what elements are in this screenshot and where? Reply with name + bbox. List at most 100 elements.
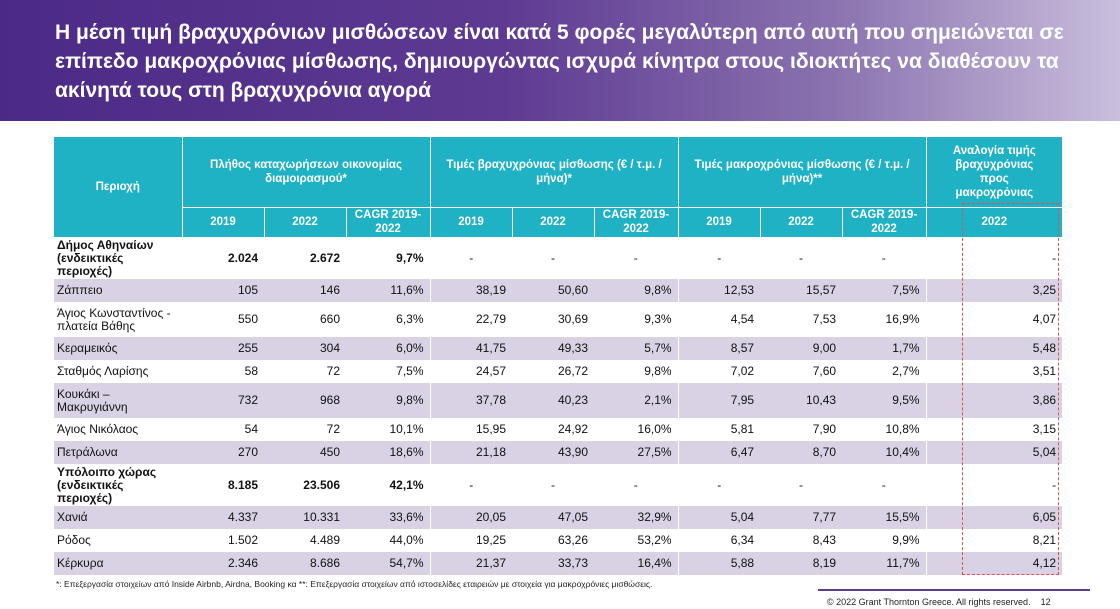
value-cell-lc: 42,1%: [346, 464, 431, 506]
subheader-2022: 2022: [512, 206, 595, 237]
value-cell-m22: -: [760, 237, 843, 279]
value-cell-l22: 10.331: [264, 506, 346, 529]
value-cell-s19: 19,25: [475, 533, 507, 547]
value-cell-sc: 16,4%: [594, 552, 679, 575]
subheader-cagr: CAGR 2019-2022: [842, 206, 927, 237]
region-name-cell: Σταθμός Λαρίσης: [57, 364, 149, 378]
copyright-line: © 2022 Grant Thornton Greece. All rights…: [827, 597, 1051, 607]
value-cell-mc: 11,7%: [842, 552, 927, 575]
value-cell-l19: 58: [244, 364, 258, 378]
value-cell-m22: 7,77: [760, 506, 843, 529]
value-cell-r: 4,07: [1032, 312, 1057, 326]
value-cell-m22: 9,00: [760, 337, 843, 360]
subheader-cagr: CAGR 2019-2022: [346, 206, 431, 237]
table-group-row: Υπόλοιπο χώρας (ενδεικτικές περιοχές) 8.1…: [54, 464, 1063, 506]
value-cell-s19: 38,19: [430, 279, 513, 302]
value-cell-m19: 5,88: [678, 552, 761, 575]
value-cell-s22: 30,69: [557, 312, 589, 326]
page-title: Η μέση τιμή βραχυχρόνιων μισθώσεων είναι…: [55, 21, 1064, 102]
value-cell-l22: 8.686: [264, 552, 346, 575]
region-name-cell: Άγιος Νικόλαος: [57, 422, 139, 436]
value-cell-m19: 7,95: [678, 383, 761, 418]
value-cell-lc: 10,1%: [346, 418, 431, 441]
value-cell-mc: 7,5%: [842, 279, 927, 302]
table-row: Σταθμός Λαρίσης 58 72 7,5% 24,57 26,72 9,8% 7,0…: [54, 360, 1062, 383]
value-cell-s22: 49,33: [512, 337, 595, 360]
value-cell-s22: 40,23: [512, 383, 595, 418]
value-cell-m19: -: [678, 464, 761, 506]
col-header-ratio-text: Αναλογία τιμής βραχυχρόνιας προς μακροχρ…: [952, 144, 1036, 199]
table-row: Κέρκυρα 2.346 8.686 54,7% 21,37 33,73 16,4% 5,8…: [54, 552, 1063, 575]
value-cell-lc: 54,7%: [346, 552, 431, 575]
value-cell-sc: -: [594, 237, 679, 279]
value-cell-s22: -: [512, 464, 595, 506]
value-cell-m19: 12,53: [678, 279, 761, 302]
value-cell-s19: 24,57: [475, 364, 507, 378]
value-cell-sc: 16,0%: [594, 418, 679, 441]
table-row: Ρόδος 1.502 4.489 44,0% 19,25 63,26 53,2% 6,34 8…: [54, 529, 1062, 552]
value-cell-lc: 7,5%: [346, 360, 431, 383]
value-cell-l19: 270: [182, 441, 264, 464]
value-cell-mc: 1,7%: [842, 337, 927, 360]
value-cell-l19: 54: [244, 422, 258, 436]
value-cell-s19: -: [430, 237, 513, 279]
value-cell-r: 3,51: [1032, 364, 1057, 378]
subheader-2022: 2022: [264, 206, 347, 237]
table-row: Άγιος Νικόλαος 54 72 10,1% 15,95 24,92 16,0% 5,…: [54, 418, 1062, 441]
table-row: Κεραμεικός 255 304 6,0% 41,75 49,33 5,7% 8,57 9,…: [54, 337, 1063, 360]
table-group-row: Δήμος Αθηναίων (ενδεικτικές περιοχές) 2.0…: [54, 237, 1063, 279]
value-cell-sc: 5,7%: [594, 337, 679, 360]
value-cell-s19: 20,05: [430, 506, 513, 529]
region-name-cell: Κέρκυρα: [54, 552, 182, 575]
value-cell-r: 5,04: [926, 441, 1063, 464]
value-cell-lc: 9,7%: [346, 237, 431, 279]
value-cell-lc: 18,6%: [346, 441, 431, 464]
value-cell-mc: 16,9%: [842, 302, 927, 337]
col-header-long-term: Τιμές μακροχρόνιας μίσθωσης (€ / τ.μ. / …: [678, 137, 927, 207]
value-cell-s22: 24,92: [557, 422, 589, 436]
value-cell-s22: 47,05: [512, 506, 595, 529]
value-cell-sc: 9,3%: [594, 302, 679, 337]
value-cell-s22: 50,60: [512, 279, 595, 302]
subheader-cagr: CAGR 2019-2022: [594, 206, 679, 237]
value-cell-mc: 2,7%: [842, 360, 927, 383]
value-cell-lc: 44,0%: [346, 529, 431, 552]
value-cell-sc: 2,1%: [594, 383, 679, 418]
value-cell-r: 3,86: [926, 383, 1063, 418]
col-header-short-term: Τιμές βραχυχρόνιας μίσθωσης (€ / τ.μ. / …: [430, 137, 679, 207]
value-cell-r: 6,05: [926, 506, 1063, 529]
subheader-2019: 2019: [678, 206, 761, 237]
subheader-2019: 2019: [182, 206, 265, 237]
table-header-row: Περιοχή Πλήθος καταχωρήσεων οικονομίας δ…: [54, 137, 1063, 237]
value-cell-sc: 32,9%: [594, 506, 679, 529]
region-name-cell: Χανιά: [54, 506, 182, 529]
value-cell-lc: 33,6%: [346, 506, 431, 529]
value-cell-s19: 37,78: [430, 383, 513, 418]
value-cell-s19: -: [430, 464, 513, 506]
value-cell-mc: 10,8%: [842, 418, 927, 441]
col-header-listings: Πλήθος καταχωρήσεων οικονομίας διαμοιρασ…: [182, 137, 431, 207]
value-cell-r: 8,21: [1032, 533, 1057, 547]
value-cell-sc: 53,2%: [594, 529, 679, 552]
value-cell-sc: 9,8%: [594, 279, 679, 302]
value-cell-sc: 27,5%: [594, 441, 679, 464]
value-cell-r: 4,12: [926, 552, 1063, 575]
region-name-cell: Υπόλοιπο χώρας (ενδεικτικές περιοχές): [54, 464, 182, 506]
value-cell-l22: 4.489: [309, 533, 340, 547]
value-cell-m19: 6,34: [730, 533, 755, 547]
value-cell-s22: 33,73: [512, 552, 595, 575]
value-cell-s19: 21,18: [430, 441, 513, 464]
value-cell-mc: 9,9%: [842, 529, 927, 552]
value-cell-m19: 7,02: [730, 364, 755, 378]
value-cell-r: 3,25: [926, 279, 1063, 302]
value-cell-s22: -: [512, 237, 595, 279]
value-cell-l22: 23.506: [264, 464, 346, 506]
value-cell-s22: 63,26: [557, 533, 589, 547]
table-subheader-row: 2019 2022 CAGR 2019-2022 2019 2022 CAGR …: [54, 206, 1063, 237]
value-cell-l19: 255: [182, 337, 264, 360]
table-row: Πετράλωνα 270 450 18,6% 21,18 43,90 27,5% 6,47 8…: [54, 441, 1063, 464]
table-row: Κουκάκι – Μακρυγιάννη 732 968 9,8% 37,78 40,2…: [54, 383, 1063, 418]
value-cell-s19: 15,95: [475, 422, 507, 436]
value-cell-sc: -: [594, 464, 679, 506]
value-cell-l22: 304: [264, 337, 346, 360]
